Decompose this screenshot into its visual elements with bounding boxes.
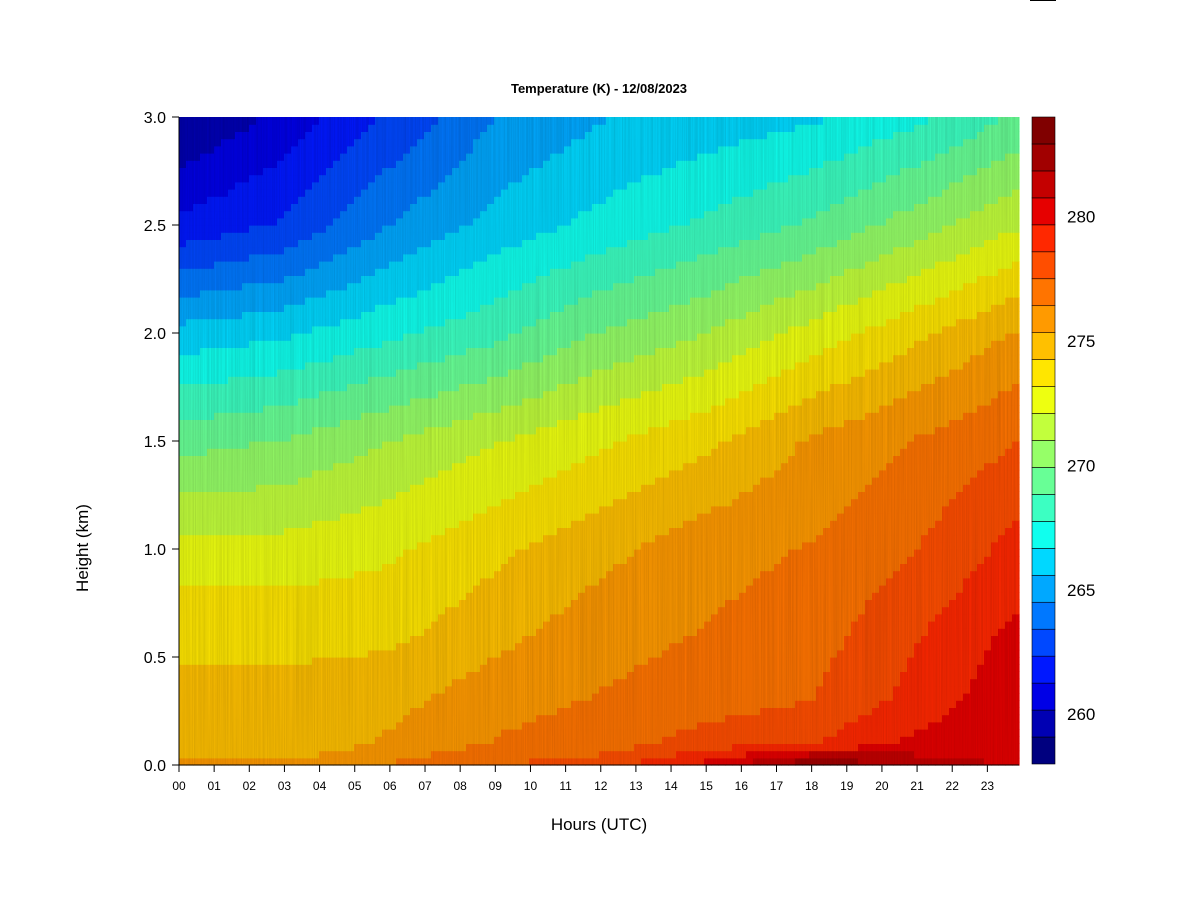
top-edge-mark [1030,0,1056,1]
chart-title: Temperature (K) - 12/08/2023 [511,81,687,96]
